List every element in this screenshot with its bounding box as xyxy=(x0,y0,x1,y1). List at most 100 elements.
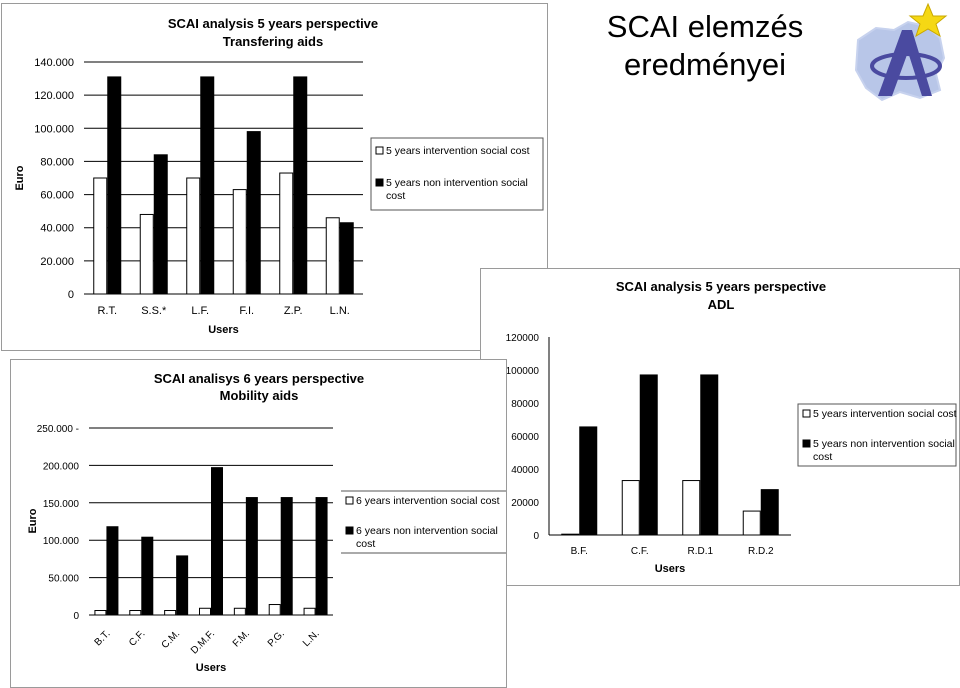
x-category-label: L.N. xyxy=(301,628,322,649)
eu-star-logo-icon xyxy=(854,2,948,102)
bar-non-intervention xyxy=(107,76,122,295)
x-axis-label: Users xyxy=(208,324,239,336)
legend-label-intervention: 5 years intervention social cost xyxy=(386,145,530,157)
bar-non-intervention xyxy=(153,154,168,295)
x-category-label: P.G. xyxy=(266,628,287,649)
legend-label-non-intervention: 6 years non intervention social cost xyxy=(356,525,498,550)
legend-swatch-intervention xyxy=(375,146,384,155)
slide-title-line1: SCAI elemzés xyxy=(606,9,804,44)
bar-intervention xyxy=(129,610,142,616)
x-category-label: L.N. xyxy=(330,305,350,317)
x-category-label: B.T. xyxy=(93,628,113,648)
chart-transfering-aids: SCAI analysis 5 years perspective Transfe… xyxy=(14,16,544,336)
x-category-label: C.M. xyxy=(160,628,183,651)
bar-intervention xyxy=(325,217,340,295)
bar-intervention xyxy=(139,213,154,295)
y-tick-label: 0 xyxy=(73,611,79,622)
bar-non-intervention xyxy=(579,426,598,536)
chart-adl: SCAI analysis 5 years perspective ADL 0 200… xyxy=(506,279,957,575)
legend-box xyxy=(797,403,957,467)
y-tick-label: 200.000 xyxy=(43,461,80,472)
bar-non-intervention xyxy=(293,76,308,295)
bar-intervention xyxy=(233,607,246,616)
chart-title: SCAI analisys 6 years perspective xyxy=(154,371,364,386)
x-category-label: S.S.* xyxy=(141,305,167,317)
bar-non-intervention xyxy=(760,489,779,536)
x-axis-label: Users xyxy=(196,662,227,674)
bar-non-intervention xyxy=(211,467,223,616)
y-tick-label: 40000 xyxy=(511,465,539,476)
y-tick-label: 60.000 xyxy=(40,190,74,202)
bar-intervention xyxy=(682,480,701,536)
y-tick-label: 80.000 xyxy=(40,156,74,168)
bar-intervention xyxy=(303,607,316,616)
bar-intervention xyxy=(279,172,294,295)
chart-title: SCAI analysis 5 years perspective xyxy=(168,16,378,31)
y-tick-label: 100.000 xyxy=(43,536,80,547)
bar-intervention xyxy=(199,607,211,616)
logo-a-letter xyxy=(878,30,932,96)
chart-mobility-aids: SCAI analisys 6 years perspective Mobilit… xyxy=(27,371,506,674)
x-category-label: C.F. xyxy=(127,628,147,648)
y-tick-label: 20000 xyxy=(511,498,539,509)
bar-non-intervention xyxy=(315,497,328,616)
bar-intervention xyxy=(232,189,247,295)
x-axis-label: Users xyxy=(655,563,686,575)
bar-intervention xyxy=(621,480,640,536)
legend-label-non-intervention: 5 years non intervention social cost xyxy=(386,177,528,202)
x-category-label: L.F. xyxy=(191,305,209,317)
x-category-label: B.F. xyxy=(571,546,588,557)
y-tick-label: 100000 xyxy=(506,366,540,377)
bar-intervention xyxy=(268,604,281,616)
y-tick-label: 250.000 - xyxy=(37,424,79,435)
legend-swatch-non-intervention xyxy=(345,526,354,535)
x-category-label: Z.P. xyxy=(284,305,303,317)
x-category-label: D.M.F. xyxy=(189,628,217,656)
legend-label-non-intervention: 5 years non intervention social cost xyxy=(813,438,955,463)
y-tick-label: 0 xyxy=(533,531,539,542)
y-tick-label: 120.000 xyxy=(34,90,74,102)
y-tick-label: 50.000 xyxy=(48,574,79,585)
bar-non-intervention xyxy=(176,555,189,616)
legend-label-intervention: 6 years intervention social cost xyxy=(356,495,500,507)
bar-non-intervention xyxy=(245,497,258,616)
legend-swatch-non-intervention xyxy=(375,178,384,187)
legend-box xyxy=(370,137,544,211)
bar-non-intervention xyxy=(246,131,261,295)
bar-non-intervention xyxy=(639,374,658,536)
bar-intervention xyxy=(94,610,107,616)
x-category-label: F.M. xyxy=(231,628,252,649)
bar-intervention xyxy=(742,510,761,536)
bar-non-intervention xyxy=(106,526,119,616)
bar-non-intervention xyxy=(141,536,154,616)
chart-panel-mobility-aids: SCAI analisys 6 years perspective Mobilit… xyxy=(10,359,507,688)
legend-label-intervention: 5 years intervention social cost xyxy=(813,408,957,420)
x-category-label: F.I. xyxy=(239,305,254,317)
slide-title: SCAI elemzés eredményei xyxy=(590,8,820,84)
chart-title: SCAI analysis 5 years perspective xyxy=(616,279,826,294)
y-axis-label: Euro xyxy=(27,508,39,533)
bar-non-intervention xyxy=(339,222,354,295)
legend-swatch-intervention xyxy=(802,409,811,418)
y-axis-label: Euro xyxy=(14,165,26,190)
bar-non-intervention xyxy=(280,497,293,616)
bar-non-intervention xyxy=(200,76,215,295)
y-tick-label: 150.000 xyxy=(43,499,80,510)
chart-subtitle: Transfering aids xyxy=(223,34,323,49)
bar-intervention xyxy=(186,177,201,295)
bar-intervention xyxy=(93,177,108,295)
x-category-label: R.D.1 xyxy=(687,546,713,557)
y-tick-label: 120000 xyxy=(506,333,540,344)
bar-intervention xyxy=(164,610,177,616)
chart-subtitle: ADL xyxy=(708,297,735,312)
y-tick-label: 100.000 xyxy=(34,123,74,135)
bar-intervention xyxy=(561,533,580,536)
y-tick-label: 80000 xyxy=(511,399,539,410)
slide-title-line2: eredményei xyxy=(624,47,786,82)
bar-non-intervention xyxy=(700,374,719,536)
y-tick-label: 0 xyxy=(68,289,74,301)
x-category-label: R.T. xyxy=(97,305,117,317)
legend-swatch-non-intervention xyxy=(802,439,811,448)
x-category-label: C.F. xyxy=(631,546,649,557)
legend-swatch-intervention xyxy=(345,496,354,505)
